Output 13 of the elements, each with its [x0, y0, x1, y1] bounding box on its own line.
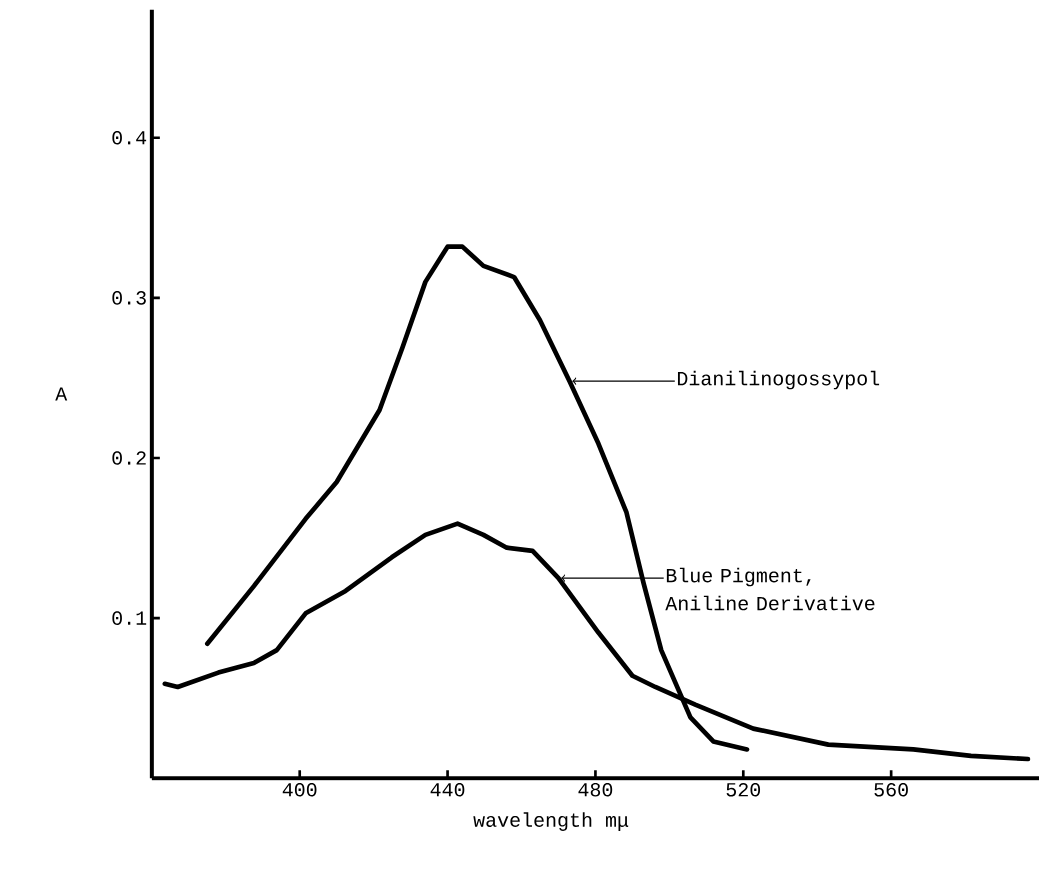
y-tick-label: 0.2: [112, 451, 146, 465]
x-tick-label: 440: [430, 782, 465, 797]
x-tick-label: 480: [578, 782, 613, 797]
y-axis-title: A: [55, 387, 68, 401]
y-tick-label: 0.1: [112, 611, 147, 625]
y-tick-label: 0.3: [112, 291, 146, 305]
x-tick-label: 520: [726, 782, 761, 797]
annotation: Dianilinogossypol: [677, 370, 880, 390]
x-tick-label: 400: [282, 782, 317, 797]
x-axis-title: wavelength mμ: [473, 812, 629, 831]
annotation: Blue Pigment, Aniline Derivative: [665, 567, 875, 611]
x-tick-label: 560: [874, 782, 908, 797]
y-tick-label: 0.4: [112, 130, 147, 145]
